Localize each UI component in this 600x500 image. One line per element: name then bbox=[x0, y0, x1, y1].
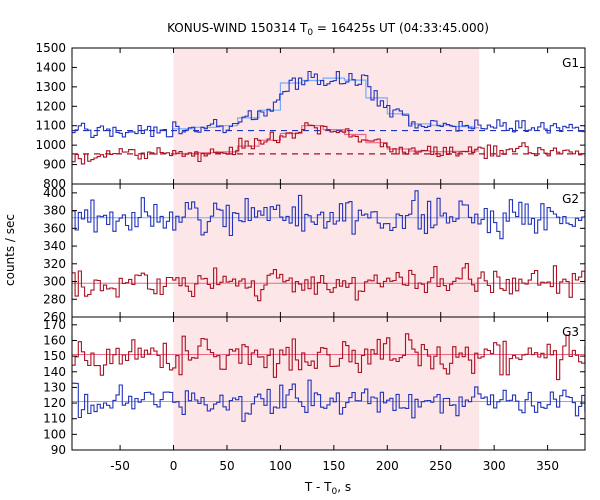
y-tick-label: 100 bbox=[43, 427, 66, 441]
y-tick-label: 1400 bbox=[35, 60, 66, 74]
y-tick-label: 150 bbox=[43, 349, 66, 363]
averaged-profile-line bbox=[173, 77, 480, 130]
y-tick-label: 320 bbox=[43, 257, 66, 271]
y-tick-label: 900 bbox=[43, 158, 66, 172]
y-tick-label: 1100 bbox=[35, 119, 66, 133]
y-tick-label: 800 bbox=[43, 177, 66, 191]
y-tick-label: 340 bbox=[43, 239, 66, 253]
x-tick-label: 150 bbox=[322, 459, 345, 473]
y-tick-label: 130 bbox=[43, 380, 66, 394]
y-tick-label: 1200 bbox=[35, 99, 66, 113]
y-tick-label: 400 bbox=[43, 186, 66, 200]
y-tick-label: 1000 bbox=[35, 138, 66, 152]
label-layer: 800900100011001200130014001500G126028030… bbox=[35, 41, 579, 473]
background-layer bbox=[173, 48, 480, 450]
x-tick-label: -50 bbox=[110, 459, 130, 473]
light-curve-series bbox=[72, 379, 586, 422]
panel-label: G1 bbox=[562, 56, 579, 70]
panel-label: G3 bbox=[562, 325, 579, 339]
y-tick-label: 120 bbox=[43, 396, 66, 410]
y-tick-label: 1300 bbox=[35, 80, 66, 94]
x-axis-label: T - T0, s bbox=[304, 480, 351, 497]
chart-title: KONUS-WIND 150314 T0 = 16425s UT (04:33:… bbox=[167, 21, 489, 38]
light-curve-series bbox=[72, 122, 586, 165]
y-tick-label: 160 bbox=[43, 333, 66, 347]
y-tick-label: 1500 bbox=[35, 41, 66, 55]
x-tick-label: 50 bbox=[219, 459, 234, 473]
light-curve-series bbox=[72, 190, 586, 240]
y-axis-label: counts / sec bbox=[3, 214, 17, 286]
y-tick-label: 90 bbox=[51, 443, 66, 457]
light-curve-series bbox=[72, 263, 586, 302]
y-tick-label: 260 bbox=[43, 310, 66, 324]
y-tick-label: 170 bbox=[43, 318, 66, 332]
y-tick-label: 380 bbox=[43, 204, 66, 218]
panel-label: G2 bbox=[562, 192, 579, 206]
y-tick-label: 280 bbox=[43, 292, 66, 306]
panel-frame bbox=[71, 316, 586, 451]
data-layer bbox=[72, 70, 586, 422]
x-tick-label: 100 bbox=[269, 459, 292, 473]
light-curve-series bbox=[72, 70, 586, 138]
x-tick-label: 200 bbox=[376, 459, 399, 473]
frame-layer bbox=[71, 47, 586, 451]
x-tick-label: 300 bbox=[483, 459, 506, 473]
y-tick-label: 300 bbox=[43, 275, 66, 289]
light-curve-series bbox=[72, 333, 586, 381]
x-tick-label: 350 bbox=[536, 459, 559, 473]
x-tick-label: 0 bbox=[170, 459, 178, 473]
y-tick-label: 140 bbox=[43, 365, 66, 379]
y-tick-label: 110 bbox=[43, 412, 66, 426]
x-tick-label: 250 bbox=[429, 459, 452, 473]
burst-interval-highlight bbox=[173, 48, 480, 450]
y-tick-label: 360 bbox=[43, 221, 66, 235]
